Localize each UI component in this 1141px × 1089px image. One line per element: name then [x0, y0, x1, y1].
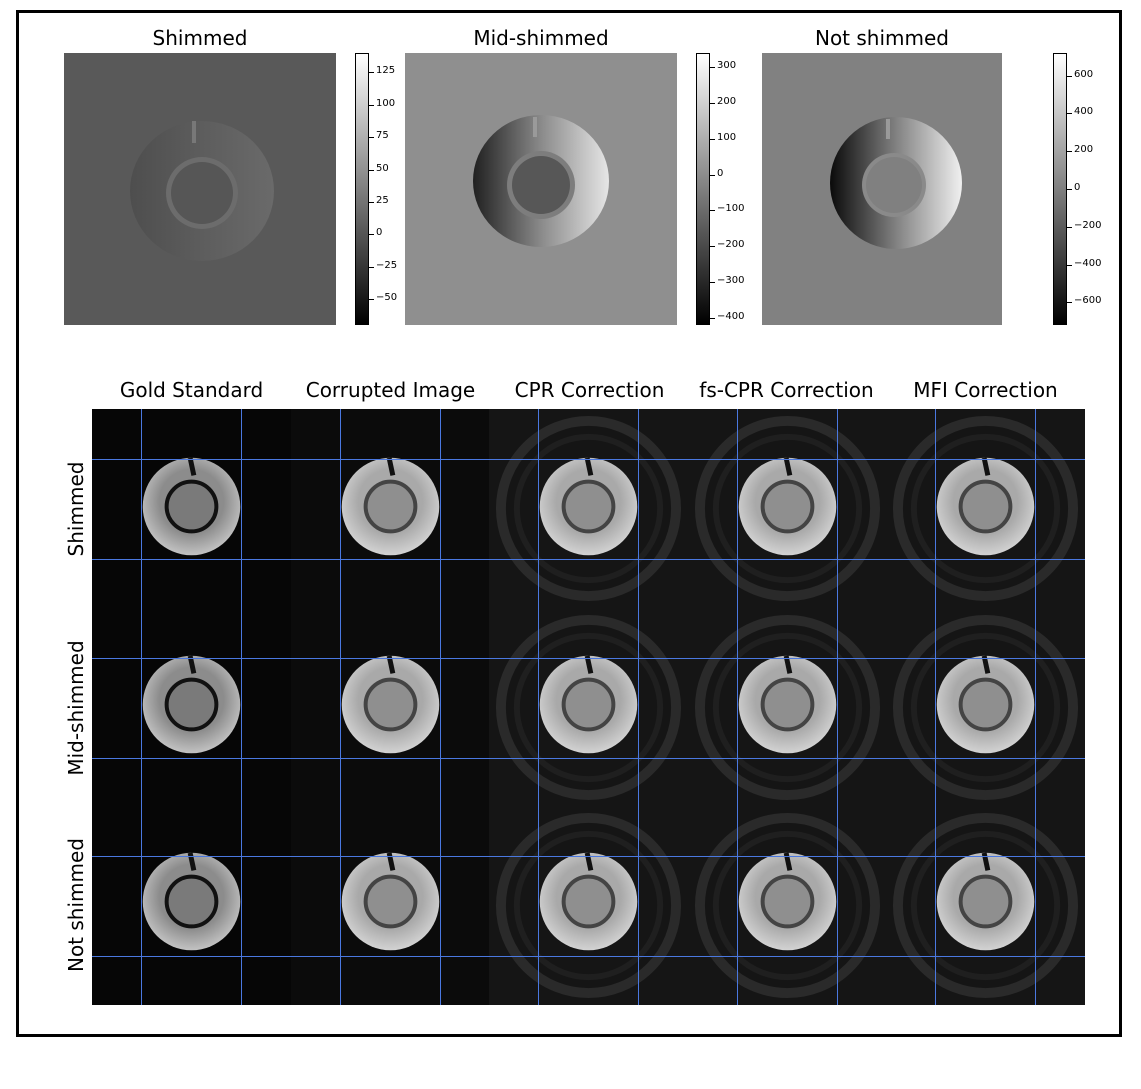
grid-line-horizontal: [92, 657, 1085, 659]
colorbar-tick: [369, 299, 374, 301]
colorbar-mid-shimmed: [696, 53, 710, 325]
colorbar-tick: [710, 210, 715, 212]
colorbar-tick: [1067, 151, 1072, 153]
colorbar-tick: [369, 104, 374, 106]
colorbar-tick: [1067, 75, 1072, 77]
grid-line-vertical: [638, 409, 640, 1005]
phantom-image-cpr: [489, 806, 688, 1005]
column-header-cpr-correction: CPR Correction: [514, 378, 665, 402]
colorbar-tick: [710, 103, 715, 105]
map-title-mid-shimmed: Mid-shimmed: [473, 26, 609, 50]
row-header-not-shimmed: Not shimmed: [64, 838, 88, 973]
colorbar-tick: [710, 67, 715, 69]
grid-line-vertical: [241, 409, 242, 1005]
phantom-image-fs-cpr: [687, 607, 887, 807]
colorbar-shimmed: [355, 53, 369, 325]
colorbar-tick: [1067, 302, 1072, 304]
colorbar-tick: [369, 266, 374, 268]
colorbar-tick-label: −100: [717, 203, 745, 215]
map-title-not-shimmed: Not shimmed: [814, 26, 949, 50]
colorbar-tick: [710, 282, 715, 284]
row-header-mid-shimmed: Mid-shimmed: [64, 640, 88, 776]
colorbar-tick-label: 25: [376, 194, 389, 206]
grid-line-horizontal: [92, 459, 1085, 460]
phantom-image-mfi: [886, 806, 1085, 1005]
colorbar-tick-label: 125: [376, 65, 396, 77]
phantom-image-mfi: [886, 607, 1085, 807]
map-title-shimmed: Shimmed: [152, 26, 248, 50]
grid-line-vertical: [439, 409, 441, 1005]
colorbar-tick-label: −400: [1074, 257, 1102, 269]
colorbar-tick-label: 300: [717, 60, 737, 72]
colorbar-tick-label: −400: [717, 310, 745, 322]
phantom-image-corrupted: [290, 607, 490, 807]
grid-line-horizontal: [92, 757, 1085, 759]
colorbar-tick-label: 0: [1074, 182, 1081, 193]
colorbar-tick-label: 600: [1074, 68, 1094, 80]
grid-line-vertical: [141, 409, 142, 1005]
grid-line-horizontal: [92, 956, 1085, 958]
column-header-corrupted-image: Corrupted Image: [305, 378, 476, 402]
colorbar-tick-label: 0: [717, 167, 724, 179]
column-header-gold-standard: Gold Standard: [119, 378, 264, 402]
colorbar-tick: [710, 317, 715, 319]
colorbar-tick-label: 200: [717, 96, 737, 108]
phantom-image-corrupted: [290, 409, 490, 608]
colorbar-tick-label: 50: [376, 162, 389, 174]
colorbar-tick-label: 75: [376, 130, 389, 142]
colorbar-tick-label: 100: [717, 131, 737, 143]
colorbar-tick-label: −50: [376, 292, 398, 304]
image-grid: [92, 409, 1085, 1005]
grid-line-vertical: [935, 409, 937, 1005]
grid-line-vertical: [538, 409, 540, 1005]
colorbar-tick-label: 400: [1074, 106, 1094, 118]
colorbar-tick-label: −25: [376, 259, 398, 271]
column-header-mfi-correction: MFI Correction: [913, 378, 1058, 402]
colorbar-tick: [1067, 113, 1072, 115]
figure-frame: [16, 10, 1122, 1037]
row-header-shimmed: Shimmed: [64, 461, 88, 557]
phantom-image-fs-cpr: [687, 806, 887, 1005]
colorbar-tick: [1067, 189, 1072, 190]
colorbar-tick: [369, 201, 374, 203]
colorbar-tick: [369, 169, 374, 171]
colorbar-tick: [369, 137, 374, 139]
colorbar-tick-label: −200: [1074, 219, 1102, 231]
phantom-image-gold-standard: [92, 607, 291, 807]
colorbar-tick-label: 200: [1074, 144, 1094, 156]
grid-line-vertical: [736, 409, 738, 1005]
grid-line-vertical: [339, 409, 341, 1005]
grid-line-horizontal: [92, 559, 1085, 560]
phantom-image-gold-standard: [92, 409, 291, 608]
colorbar-tick: [710, 246, 715, 248]
colorbar-tick-label: −200: [717, 239, 745, 251]
phantom-image-cpr: [489, 409, 688, 608]
grid-line-vertical: [836, 409, 838, 1005]
phantom-image-cpr: [489, 607, 688, 807]
colorbar-tick-label: −300: [717, 275, 745, 287]
phantom-image-corrupted: [290, 806, 490, 1005]
colorbar-tick: [1067, 226, 1072, 228]
phantom-image-gold-standard: [92, 806, 291, 1005]
phantom-image-mfi: [886, 409, 1085, 608]
field-map-not-shimmed: [762, 53, 1002, 325]
colorbar-tick: [369, 72, 374, 74]
colorbar-tick-label: 100: [376, 97, 396, 109]
field-map-shimmed: [64, 53, 336, 325]
grid-line-vertical: [1035, 409, 1037, 1005]
column-header-fs-cpr-correction: fs-CPR Correction: [699, 378, 874, 402]
field-map-mid-shimmed: [405, 53, 677, 325]
grid-line-horizontal: [92, 856, 1085, 858]
colorbar-tick: [1067, 264, 1072, 266]
colorbar-tick-label: −600: [1074, 295, 1102, 307]
colorbar-tick-label: 0: [376, 227, 383, 239]
colorbar-tick: [710, 138, 715, 140]
phantom-image-fs-cpr: [687, 409, 887, 608]
colorbar-tick: [369, 234, 374, 236]
colorbar-tick: [710, 174, 715, 176]
colorbar-not-shimmed: [1053, 53, 1067, 325]
